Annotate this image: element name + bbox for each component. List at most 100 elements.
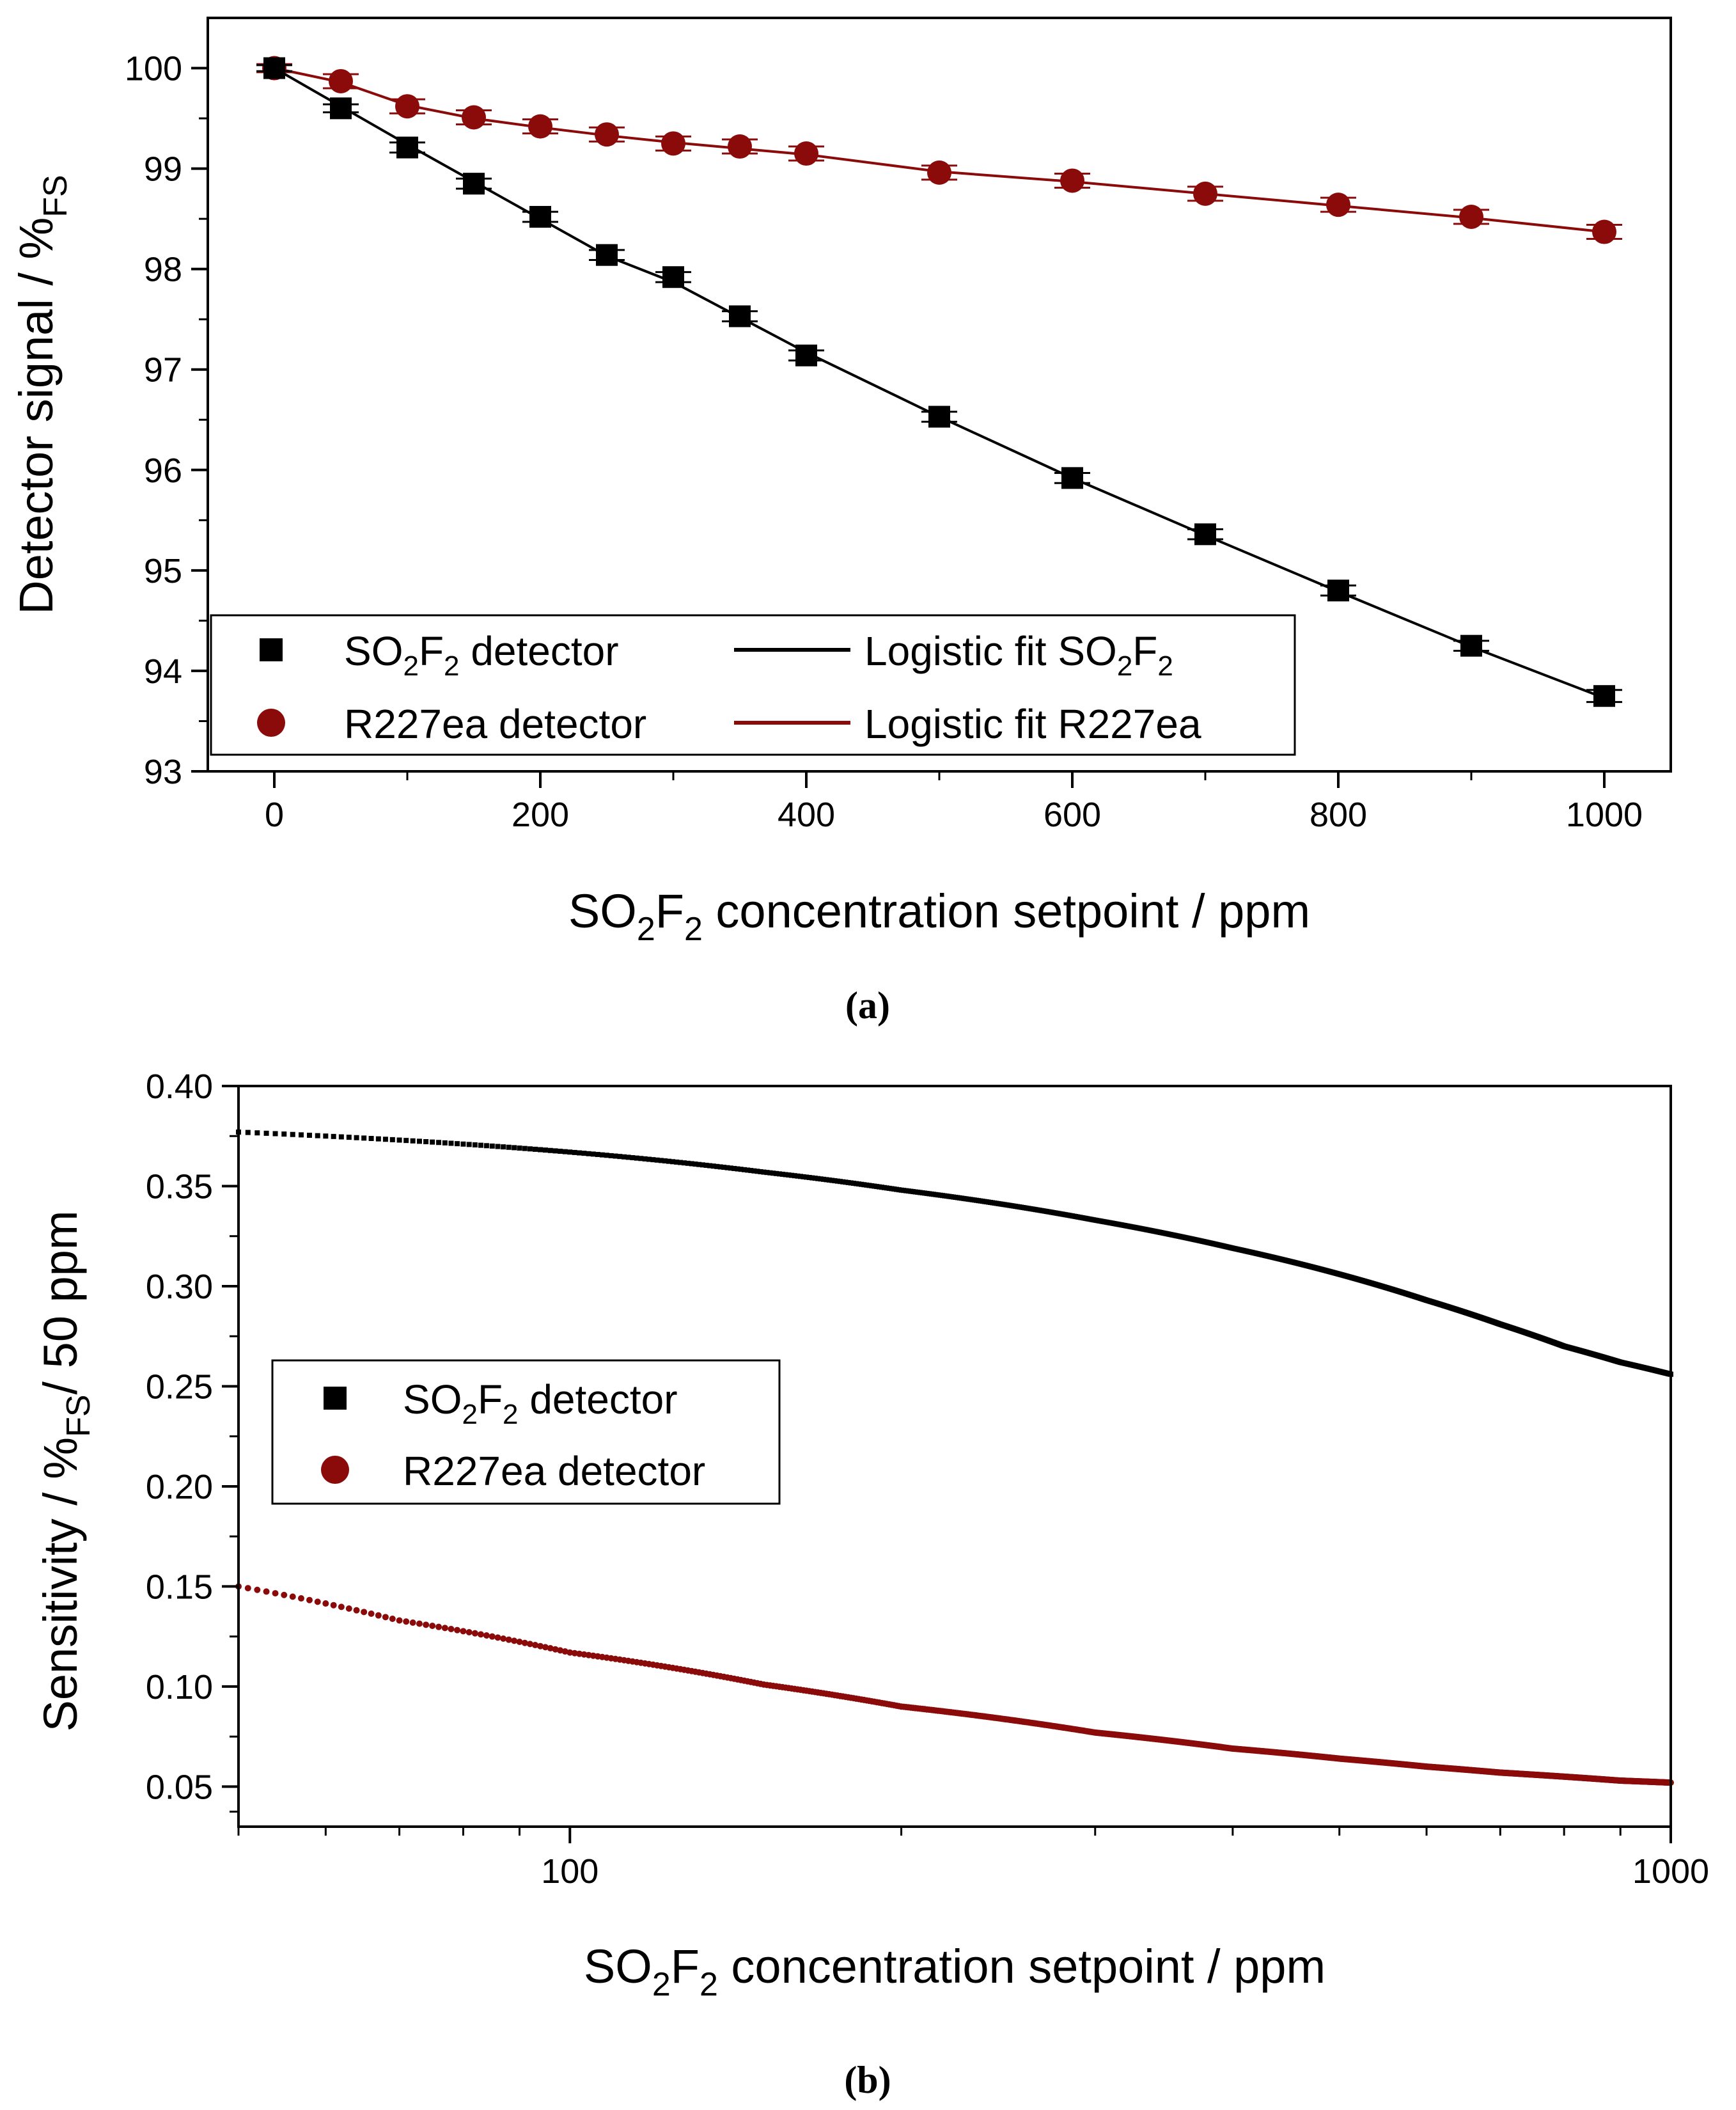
- a-panel-label: (a): [845, 984, 890, 1027]
- b-legend-marker-so2f2: [324, 1387, 347, 1410]
- a-point-so2f2: [662, 266, 684, 288]
- b-point-r227ea: [403, 1618, 410, 1625]
- a-leg1-sub2: 2: [1157, 650, 1173, 682]
- b-y-tick-label: 0.40: [146, 1067, 213, 1106]
- b-y-tick-label: 0.15: [146, 1568, 213, 1606]
- b-point-so2f2: [674, 1159, 680, 1165]
- a-y-tick-label: 94: [144, 652, 182, 691]
- b-point-so2f2: [809, 1175, 815, 1181]
- a-point-r227ea: [1459, 204, 1483, 229]
- b-point-so2f2: [254, 1130, 260, 1136]
- b-point-r227ea: [272, 1590, 279, 1597]
- a-x-tick-label: 200: [512, 796, 569, 834]
- b-point-so2f2: [745, 1167, 751, 1173]
- b-xlabel-pre: SO: [584, 1940, 652, 1993]
- b-point-so2f2: [832, 1178, 838, 1184]
- b-y-axis-title: Sensitivity / %FS/ 50 ppm: [34, 1211, 97, 1732]
- b-point-so2f2: [789, 1172, 795, 1178]
- b-point-so2f2: [622, 1154, 627, 1160]
- b-x-ticks: 100 1000: [237, 1827, 1709, 1891]
- b-point-so2f2: [795, 1173, 801, 1179]
- b-point-so2f2: [837, 1179, 843, 1185]
- a-y-tick-label: 95: [144, 552, 182, 590]
- a-leg1-mid: F: [1132, 628, 1157, 674]
- a-point-so2f2: [1327, 579, 1349, 602]
- b-point-so2f2: [634, 1155, 639, 1161]
- b-point-so2f2: [710, 1163, 716, 1169]
- b-point-so2f2: [848, 1180, 854, 1186]
- b-point-r227ea: [571, 1649, 578, 1657]
- b-point-so2f2: [533, 1146, 538, 1152]
- a-xlabel-sub1: 2: [637, 911, 655, 948]
- b-point-so2f2: [758, 1169, 763, 1174]
- b-point-r227ea: [361, 1609, 368, 1616]
- a-legend: SO2F2 detector Logistic fit SO2F2 R227ea…: [210, 614, 1296, 756]
- a-point-so2f2: [1460, 634, 1482, 657]
- a-point-so2f2: [396, 136, 418, 159]
- b-point-so2f2: [861, 1182, 867, 1188]
- b-point-so2f2: [595, 1152, 600, 1158]
- b-point-so2f2: [346, 1135, 352, 1140]
- b-point-r227ea: [416, 1620, 423, 1627]
- b-point-so2f2: [577, 1150, 583, 1156]
- b-point-r227ea: [471, 1630, 478, 1637]
- b-point-r227ea: [389, 1615, 396, 1622]
- a-point-r227ea: [462, 105, 486, 130]
- b-xlabel-post: concentration setpoint / ppm: [718, 1940, 1325, 1993]
- b-y-tick-label: 0.35: [146, 1167, 213, 1206]
- b-point-so2f2: [650, 1157, 656, 1163]
- b-point-r227ea: [289, 1593, 296, 1600]
- a-xlabel-post: concentration setpoint / ppm: [703, 885, 1310, 938]
- b-point-so2f2: [764, 1170, 770, 1176]
- b-point-so2f2: [779, 1171, 785, 1177]
- b-point-r227ea: [429, 1622, 436, 1629]
- b-x-tick-label: 100: [541, 1852, 598, 1891]
- b-point-so2f2: [642, 1156, 648, 1161]
- b-point-so2f2: [815, 1176, 821, 1181]
- b-leg0-post: detector: [519, 1376, 678, 1422]
- b-point-so2f2: [630, 1155, 636, 1161]
- b-point-so2f2: [678, 1160, 684, 1165]
- b-point-so2f2: [685, 1160, 691, 1166]
- b-point-r227ea: [322, 1600, 329, 1607]
- b-y-tick-label: 0.30: [146, 1268, 213, 1306]
- b-point-r227ea: [552, 1646, 559, 1653]
- a-point-so2f2: [463, 173, 485, 195]
- b-point-so2f2: [670, 1159, 676, 1165]
- b-point-r227ea: [483, 1632, 490, 1639]
- a-point-r227ea: [528, 114, 552, 139]
- b-point-so2f2: [714, 1163, 720, 1169]
- b-point-so2f2: [552, 1148, 558, 1154]
- b-point-so2f2: [707, 1163, 713, 1169]
- a-point-r227ea: [1060, 168, 1084, 193]
- b-point-r227ea: [448, 1625, 455, 1632]
- b-point-so2f2: [436, 1140, 442, 1146]
- b-legend-marker-r227ea: [321, 1456, 349, 1484]
- panel-b: 0.05 0.10 0.15 0.20 0.25 0.30 0.35 0.40 100 1000…: [34, 1067, 1709, 2101]
- b-point-so2f2: [361, 1135, 367, 1141]
- a-xlabel-mid: F: [655, 885, 684, 938]
- b-point-so2f2: [604, 1153, 609, 1158]
- b-point-so2f2: [495, 1144, 501, 1149]
- b-point-r227ea: [465, 1628, 473, 1635]
- b-point-so2f2: [323, 1133, 329, 1139]
- b-point-r227ea: [375, 1612, 382, 1619]
- b-point-so2f2: [625, 1154, 631, 1160]
- b-point-r227ea: [423, 1621, 430, 1628]
- b-point-r227ea: [547, 1645, 554, 1652]
- b-x-axis-title: SO2F2 concentration setpoint / ppm: [584, 1940, 1325, 2003]
- b-point-so2f2: [696, 1161, 702, 1167]
- b-point-so2f2: [354, 1135, 359, 1140]
- a-y-tick-label: 93: [144, 753, 182, 791]
- b-point-so2f2: [542, 1147, 548, 1153]
- b-point-r227ea: [396, 1617, 403, 1624]
- a-leg0-sub2: 2: [444, 650, 459, 682]
- a-leg0-post: detector: [460, 628, 619, 674]
- b-point-so2f2: [396, 1137, 402, 1143]
- b-point-so2f2: [854, 1181, 859, 1186]
- a-legend-marker-r227ea: [257, 709, 285, 737]
- b-point-so2f2: [826, 1177, 832, 1183]
- b-point-so2f2: [423, 1139, 429, 1145]
- b-point-so2f2: [375, 1136, 381, 1142]
- a-point-r227ea: [1193, 181, 1217, 206]
